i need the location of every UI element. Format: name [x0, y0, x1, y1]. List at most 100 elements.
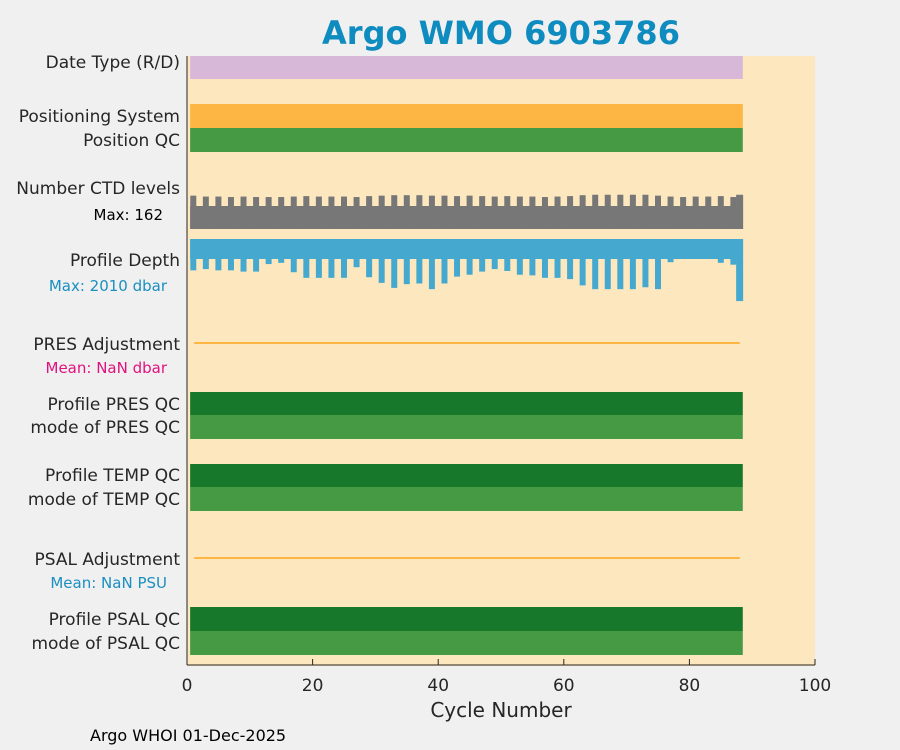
footer-text: Argo WHOI 01-Dec-2025 — [90, 726, 286, 745]
label-mode-pres-qc: mode of PRES QC — [30, 418, 180, 438]
positioning-system-bar — [190, 104, 743, 128]
profile-depth-bar — [428, 239, 435, 290]
ctd-levels-bar — [705, 196, 712, 229]
ctd-levels-bar — [441, 195, 448, 229]
ctd-levels-bar — [353, 197, 360, 229]
chart-title: Argo WMO 6903786 — [322, 14, 680, 52]
ctd-levels-bar — [403, 195, 410, 229]
x-tick-label: 0 — [182, 676, 193, 696]
ctd-levels-bar — [315, 196, 322, 229]
x-axis-label: Cycle Number — [430, 698, 572, 722]
ctd-levels-bar — [529, 196, 536, 229]
profile-depth-bar — [491, 239, 498, 270]
profile-depth-bar — [378, 239, 385, 283]
profile-depth-bar — [441, 239, 448, 284]
profile-depth-bar — [516, 239, 523, 275]
profile-depth-bar — [303, 239, 310, 278]
profile-depth-bar — [736, 239, 744, 302]
date-type-bar — [190, 56, 743, 79]
profile-depth-bar — [554, 239, 561, 278]
profile-depth-bar — [642, 239, 649, 288]
data-bars — [190, 56, 744, 655]
profile-depth-bar — [366, 239, 373, 278]
position-qc-bar — [190, 128, 743, 152]
ctd-levels-bar — [303, 196, 310, 229]
profile-depth-bar — [454, 239, 461, 277]
ctd-levels-bar — [579, 195, 586, 229]
label-profile-depth: Profile Depth — [70, 251, 180, 271]
ctd-levels-bar — [667, 196, 674, 229]
profile-psal-qc-bar — [190, 607, 743, 631]
profile-depth-base — [190, 239, 743, 259]
profile-depth-bar — [479, 239, 486, 272]
ctd-levels-bar — [328, 196, 335, 229]
profile-depth-bar — [592, 239, 599, 290]
ctd-levels-bar — [541, 197, 548, 229]
ctd-levels-bar — [604, 194, 611, 229]
profile-depth-bar — [341, 239, 347, 278]
label-pres-mean: Mean: NaN dbar — [46, 359, 168, 377]
profile-depth-bar — [529, 239, 536, 276]
x-tick-label: 80 — [679, 676, 701, 696]
label-psal-adjustment: PSAL Adjustment — [35, 550, 181, 570]
profile-depth-bar — [227, 239, 234, 271]
ctd-levels-bar — [454, 196, 461, 229]
label-pres-adjustment: PRES Adjustment — [33, 335, 180, 355]
profile-depth-bar — [692, 239, 699, 251]
profile-depth-bar — [504, 239, 511, 271]
ctd-levels-bar — [341, 196, 347, 229]
ctd-levels-bar — [479, 196, 486, 229]
ctd-levels-bar — [554, 196, 561, 229]
plot-background — [187, 56, 815, 666]
label-depth-max: Max: 2010 dbar — [49, 277, 168, 295]
label-ctd-levels: Number CTD levels — [16, 179, 180, 199]
ctd-levels-bar — [692, 196, 699, 229]
ctd-levels-bar — [680, 197, 687, 229]
ctd-levels-bar — [265, 197, 272, 229]
mode-pres-qc-bar — [190, 415, 743, 439]
profile-depth-bar — [705, 239, 712, 257]
ctd-levels-bar — [504, 196, 511, 229]
profile-depth-bar — [466, 239, 473, 275]
ctd-levels-bar — [278, 197, 285, 229]
ctd-levels-bar — [253, 197, 260, 229]
ctd-levels-bar — [240, 196, 247, 229]
x-tick-label: 20 — [302, 676, 324, 696]
ctd-levels-bar — [491, 196, 498, 229]
ctd-levels-bar — [227, 197, 234, 229]
profile-depth-bar — [315, 239, 322, 278]
x-ticks: 0 20 40 60 80 100 — [182, 659, 831, 696]
profile-depth-bar — [655, 239, 661, 290]
ctd-levels-bar — [730, 197, 737, 229]
profile-depth-bar — [403, 239, 410, 285]
label-psal-mean: Mean: NaN PSU — [50, 574, 167, 592]
profile-depth-bar — [391, 239, 398, 288]
profile-depth-bar — [416, 239, 423, 284]
ctd-levels-bar — [466, 195, 473, 229]
x-tick-label: 40 — [427, 676, 449, 696]
x-axis: 0 20 40 60 80 100 Cycle Number — [182, 56, 831, 722]
profile-depth-bar — [240, 239, 247, 272]
ctd-levels-bar — [391, 195, 398, 229]
x-tick-label: 60 — [553, 676, 575, 696]
profile-depth-bar — [579, 239, 586, 286]
mode-psal-qc-bar — [190, 631, 743, 655]
profile-depth-bar — [353, 239, 360, 268]
profile-depth-bar — [730, 239, 737, 265]
mode-temp-qc-bar — [190, 487, 743, 511]
label-positioning-system: Positioning System — [19, 107, 180, 127]
ctd-levels-bar — [202, 196, 209, 229]
profile-depth-bar — [290, 239, 297, 273]
profile-temp-qc-bar — [190, 464, 743, 487]
ctd-levels-bar — [215, 196, 222, 229]
profile-depth-bar — [278, 239, 285, 263]
label-ctd-max: Max: 162 — [94, 206, 163, 224]
profile-depth-bar — [202, 239, 209, 270]
ctd-levels-bar — [516, 196, 523, 229]
ctd-levels-base — [190, 206, 743, 229]
label-position-qc: Position QC — [83, 131, 180, 151]
x-tick-label: 100 — [799, 676, 831, 696]
profile-depth-bar — [617, 239, 624, 290]
label-profile-pres-qc: Profile PRES QC — [47, 395, 180, 415]
profile-depth-bar — [328, 239, 335, 278]
